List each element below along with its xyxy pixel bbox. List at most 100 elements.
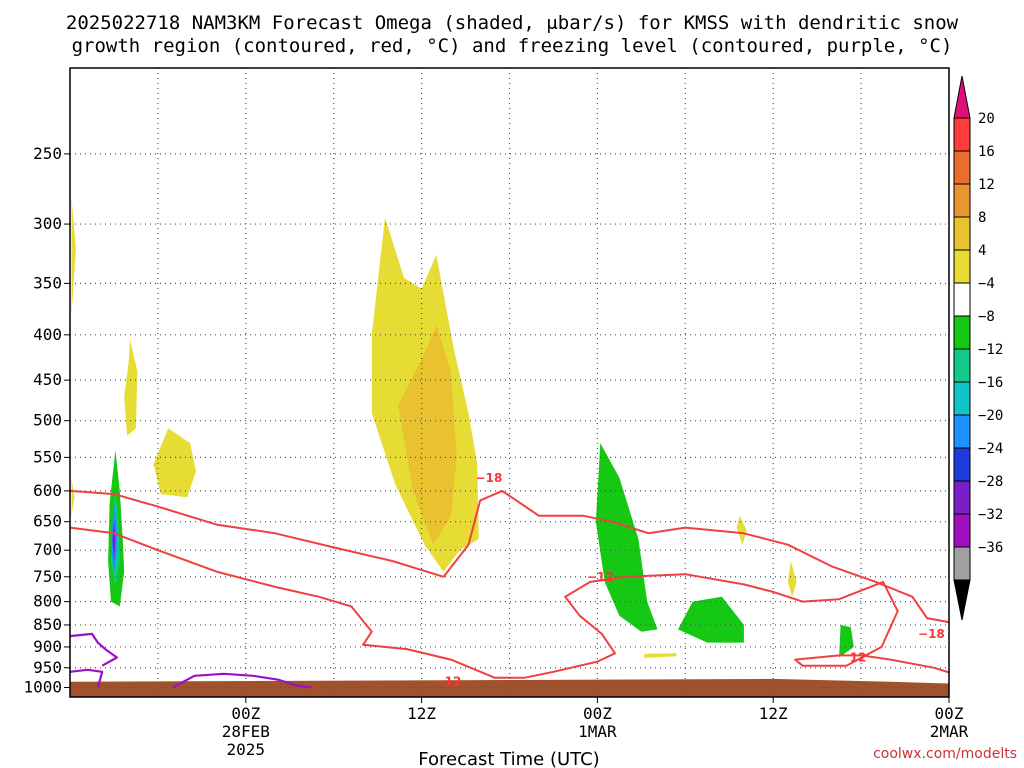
colorbar: 20 16 12 8 4 −4 −8 −12 −16 −20 −24 −28 −32 −36: [953, 75, 1003, 621]
dgz-contour: [70, 489, 949, 624]
plot-frame: [69, 67, 950, 698]
colorbar-swatch: [953, 216, 971, 251]
colorbar-swatch: [953, 150, 971, 185]
y-tick-label: 650: [33, 512, 62, 531]
colorbar-swatch: [953, 282, 971, 317]
y-tick-label: 350: [33, 273, 62, 292]
omega-region: [733, 288, 749, 454]
colorbar-swatch: [953, 447, 971, 482]
colorbar-swatch: [953, 513, 971, 548]
colorbar-label: −32: [978, 507, 1003, 523]
omega-region: [808, 615, 867, 664]
colorbar-swatch: [953, 117, 971, 152]
omega-region: [71, 197, 76, 316]
omega-region: [229, 599, 236, 616]
contour-label: −12: [587, 570, 614, 584]
dendritic-growth-contours: [70, 489, 949, 679]
colorbar-top-arrow: [953, 75, 971, 119]
omega-region: [374, 571, 451, 650]
omega-region: [124, 339, 138, 436]
omega-region: [762, 561, 788, 664]
colorbar-swatch: [953, 249, 971, 284]
x-tick-label: 12Z: [759, 704, 788, 723]
colorbar-label: −4: [978, 276, 995, 292]
y-tick-label: 250: [33, 144, 62, 163]
colorbar-swatch: [953, 480, 971, 515]
colorbar-swatch: [953, 381, 971, 416]
x-tick-label: 2MAR: [930, 722, 969, 741]
omega-region: [678, 596, 744, 643]
credit-text: coolwx.com/modelts: [873, 746, 1017, 762]
colorbar-label: −8: [978, 309, 995, 325]
colorbar-label: −36: [978, 540, 1003, 556]
y-tick-label: 400: [33, 325, 62, 344]
y-tick-label: 500: [33, 411, 62, 430]
y-tick-label: 800: [33, 592, 62, 611]
colorbar-label: 8: [978, 210, 986, 226]
plot-background: [70, 68, 949, 697]
x-tick-label: 12Z: [407, 704, 436, 723]
y-tick-label: 550: [33, 447, 62, 466]
colorbar-swatch: [953, 183, 971, 218]
colorbar-label: −12: [978, 342, 1003, 358]
colorbar-label: 16: [978, 144, 995, 160]
x-tick-label: 1MAR: [578, 722, 617, 741]
colorbar-swatch: [953, 315, 971, 350]
contour-label: −18: [918, 627, 945, 641]
omega-region: [787, 561, 797, 597]
omega-region: [398, 325, 457, 545]
y-tick-label: 950: [33, 658, 62, 677]
y-tick-label: 750: [33, 567, 62, 586]
contour-labels: −18 −12 −18 12 −12: [435, 471, 945, 689]
y-tick-label: 300: [33, 214, 62, 233]
omega-region: [888, 586, 949, 634]
title-line-1: 2025022718 NAM3KM Forecast Omega (shaded…: [66, 12, 959, 34]
dgz-contour: [70, 526, 949, 679]
freezing-contour: [172, 672, 312, 689]
x-axis-title: Forecast Time (UTC): [418, 749, 599, 768]
contour-label: −12: [435, 675, 462, 689]
y-tick-label: 450: [33, 370, 62, 389]
colorbar-label: 12: [978, 177, 995, 193]
freezing-contour: [70, 668, 104, 688]
title-line-2: growth region (contoured, red, °C) and f…: [72, 35, 953, 57]
omega-region: [71, 375, 147, 664]
y-axis: 250 300 350 400 450 500 550 600 650 700 750 800 850 9…: [23, 144, 70, 696]
x-tick-label: 2025: [227, 740, 266, 759]
colorbar-swatch: [953, 348, 971, 383]
omega-region: [839, 624, 854, 658]
x-tick-label: 28FEB: [222, 722, 270, 741]
freezing-level-contours: [70, 632, 312, 689]
x-tick-label: 00Z: [231, 704, 260, 723]
x-tick-label: 00Z: [935, 704, 964, 723]
omega-shading: [71, 197, 949, 668]
colorbar-label: 4: [978, 243, 986, 259]
omega-region: [112, 521, 116, 561]
contour-label: 12: [850, 650, 867, 664]
colorbar-label: 20: [978, 111, 995, 127]
y-tick-label: 700: [33, 540, 62, 559]
plot-area: −18 −12 −18 12 −12: [69, 67, 950, 698]
colorbar-label: −24: [978, 441, 1003, 457]
colorbar-label: −20: [978, 408, 1003, 424]
y-tick-label: 900: [33, 637, 62, 656]
omega-region: [736, 515, 747, 545]
omega-region: [644, 653, 677, 658]
colorbar-label: −16: [978, 375, 1003, 391]
freezing-contour: [70, 632, 119, 667]
omega-region: [595, 443, 658, 632]
y-tick-label: 850: [33, 615, 62, 634]
omega-region: [71, 477, 75, 516]
x-tick-label: 00Z: [583, 704, 612, 723]
colorbar-label: −28: [978, 474, 1003, 490]
omega-region: [247, 638, 281, 668]
colorbar-bottom-arrow: [953, 579, 971, 621]
omega-region: [153, 428, 196, 498]
colorbar-swatch: [953, 414, 971, 449]
y-tick-label: 1000: [23, 677, 62, 696]
y-tick-label: 600: [33, 481, 62, 500]
colorbar-swatch: [953, 546, 971, 581]
contour-label: −18: [476, 471, 503, 485]
